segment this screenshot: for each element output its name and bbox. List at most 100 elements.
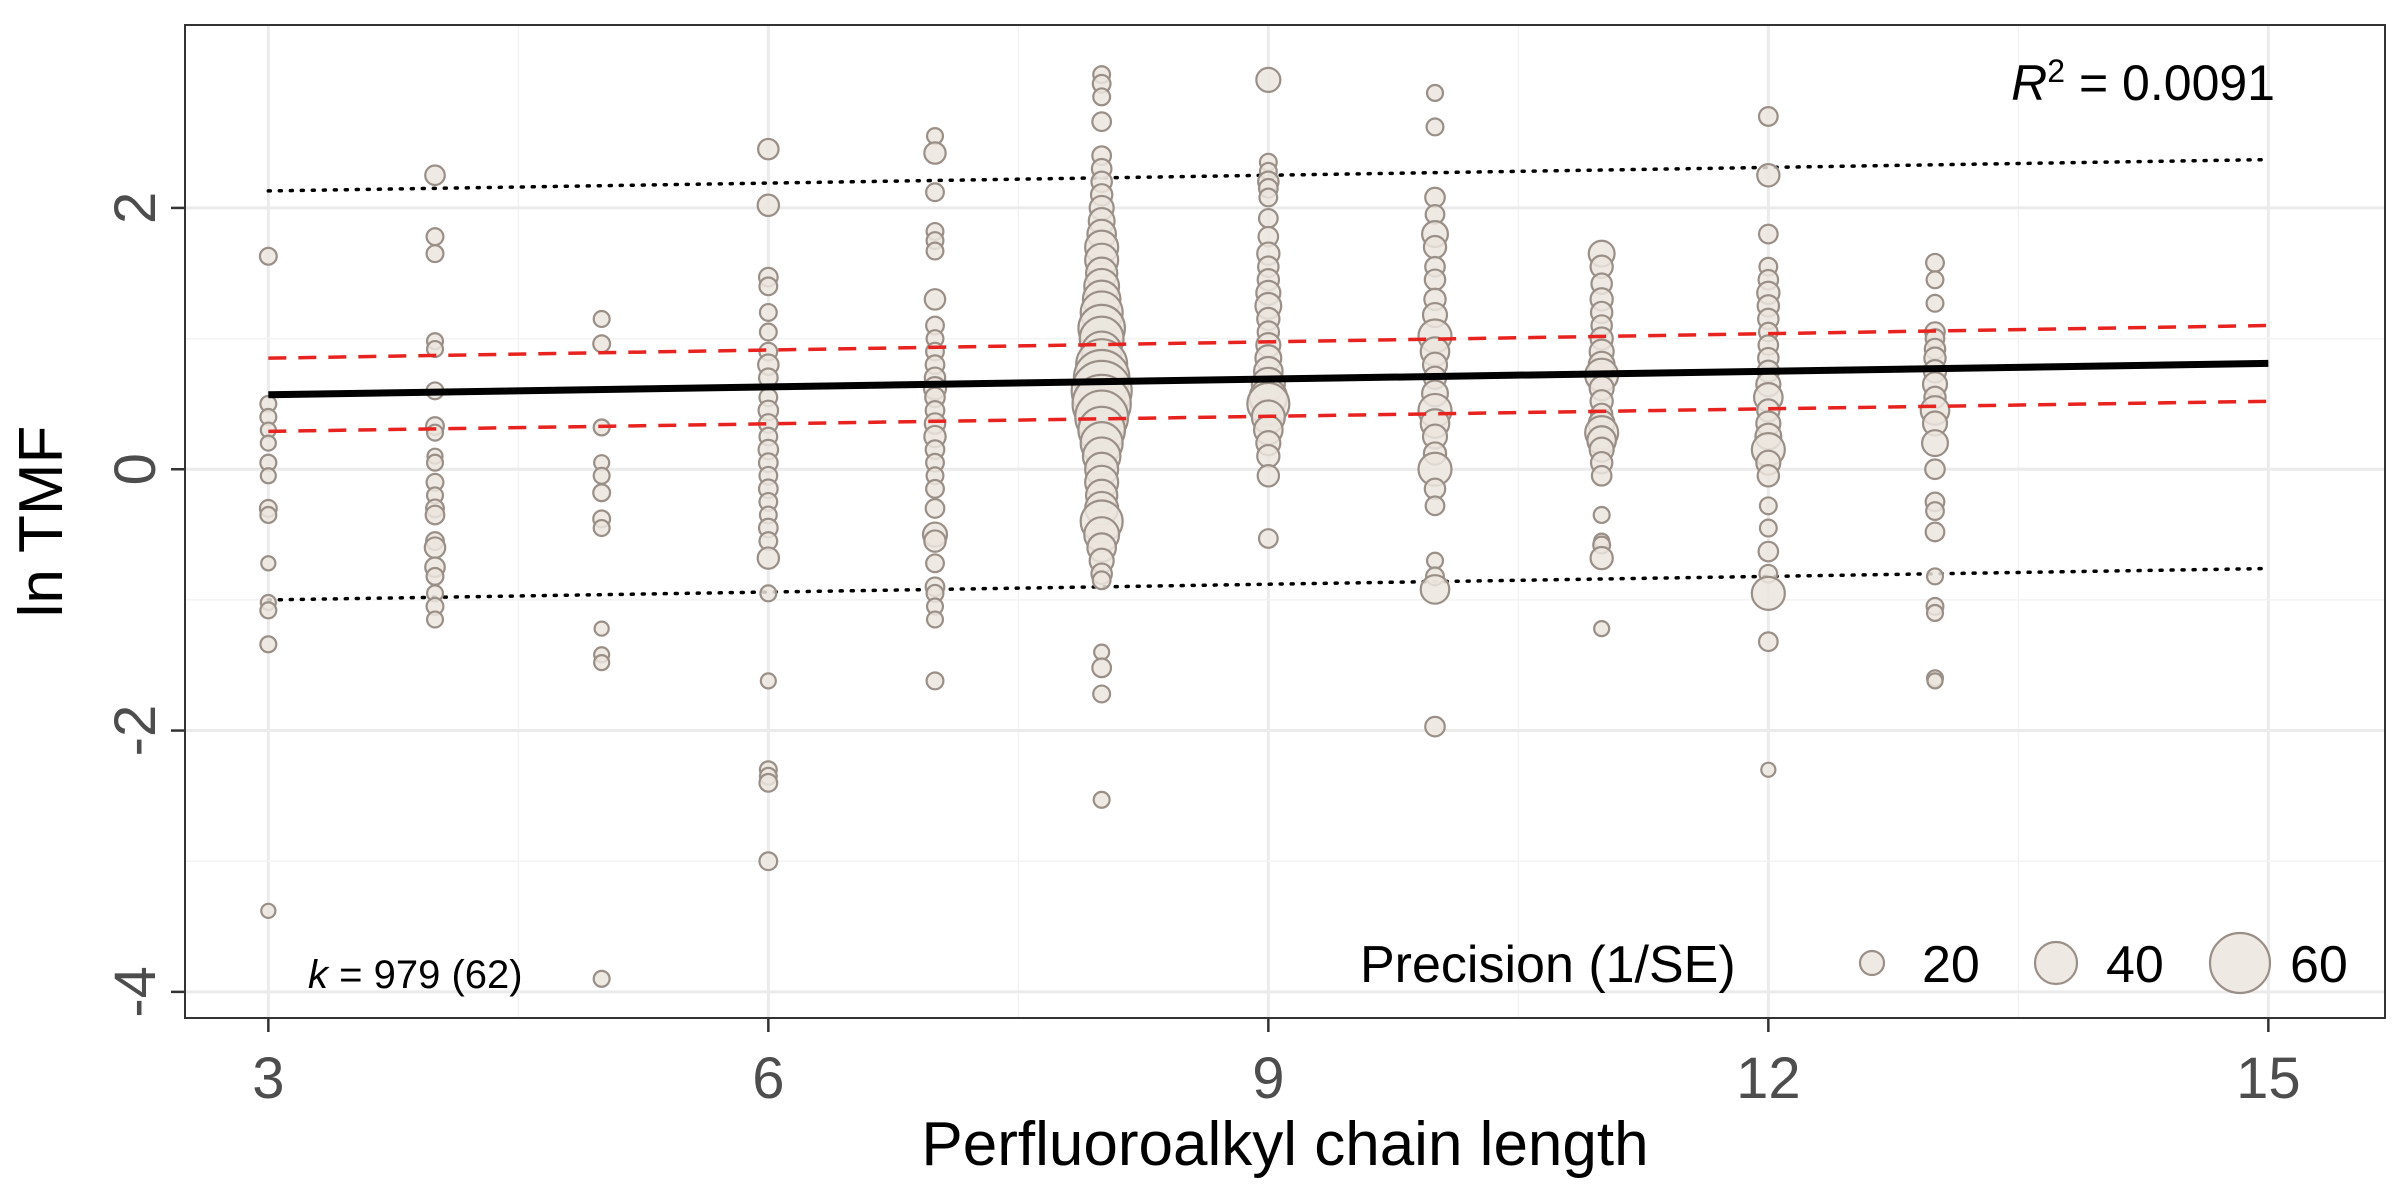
data-point [1256,443,1281,469]
data-point [1925,603,1945,623]
data-point [1425,83,1445,102]
data-point [1419,574,1451,605]
data-point [1093,643,1111,661]
data-point [260,902,277,920]
data-point [1091,657,1113,679]
data-point [592,334,612,354]
data-point [756,546,781,570]
r-squared-annotation: R2 = 0.0091 [2011,53,2275,111]
data-point [925,182,945,203]
data-point [1091,570,1112,591]
y-axis-ticks: -4 -2 0 2 [103,192,185,1018]
data-point [1091,111,1113,133]
x-tick-label: 3 [252,1046,284,1111]
x-axis-ticks: 3 6 9 12 15 [252,1018,2301,1111]
r-squared-symbol: R [2011,55,2047,111]
data-point [1925,567,1945,586]
data-point [424,164,446,187]
data-point [759,584,778,603]
data-point [925,671,945,691]
data-point [1255,66,1282,93]
y-axis-label: ln TMF [7,426,76,618]
data-point [425,610,445,629]
regression-line [268,359,2269,399]
data-point [923,288,947,311]
data-point [258,246,278,266]
x-tick-label: 15 [2236,1046,2301,1111]
legend-size-key [1858,949,1886,977]
legend-size-label: 40 [2106,936,2164,994]
grid [185,25,2385,1018]
data-point [1425,117,1445,137]
data-point [425,453,445,472]
data-point [425,423,445,442]
data-point [758,772,779,793]
data-point [757,137,780,161]
y-tick-label: -4 [103,966,168,1018]
data-point [259,505,278,525]
confidence-interval-lower [268,399,2269,434]
data-point [1092,87,1112,107]
data-point [1925,293,1945,313]
data-point [1756,464,1781,488]
data-point [1425,551,1445,570]
data-point [1756,163,1781,188]
data-point [592,466,611,485]
data-points [258,65,1951,988]
legend: Precision (1/SE) 20 40 60 [1360,931,2348,995]
y-tick-label: -2 [103,705,168,757]
k-symbol: k [308,953,330,997]
data-point [1925,270,1945,290]
data-point [1757,106,1779,127]
data-point [592,309,611,329]
data-point [1926,672,1944,690]
data-point [593,654,611,672]
data-point [425,244,445,264]
data-point [1424,715,1446,738]
data-point [1258,187,1279,208]
data-point [1590,464,1613,487]
legend-size-key [2033,940,2079,986]
data-point [924,498,946,519]
legend-size-key [2208,931,2272,995]
data-point [1925,501,1945,521]
data-point [1592,505,1611,525]
data-point [1924,458,1946,481]
legend-size-label: 20 [1922,936,1980,994]
r-squared-value: = 0.0091 [2065,55,2275,111]
k-value: = 979 (62) [328,953,523,997]
x-tick-label: 12 [1736,1046,1801,1111]
confidence-interval-upper [268,323,2269,360]
data-point [756,193,781,218]
x-tick-label: 6 [752,1046,784,1111]
data-point [593,620,610,637]
data-point [1920,429,1949,458]
data-point [1757,540,1780,563]
data-point [260,555,277,572]
data-point [592,518,611,538]
data-point [592,483,612,503]
data-point [1925,252,1945,273]
k-annotation: k = 979 (62) [308,953,523,997]
data-point [1589,545,1614,571]
data-point [425,566,445,586]
data-point [1758,496,1778,516]
regression-lines [268,323,2269,434]
r-squared-superscript: 2 [2047,53,2065,89]
data-point [925,610,945,629]
data-point [1424,495,1446,517]
data-point [1423,268,1447,292]
data-point [925,553,945,574]
data-point [1757,223,1779,245]
data-point [758,302,778,322]
data-point [259,601,278,620]
data-point [1092,684,1112,704]
data-point [1758,518,1778,538]
data-point [758,276,779,297]
data-point [259,467,277,485]
data-point [1092,790,1111,809]
data-point [758,851,779,872]
data-point [1924,521,1946,543]
data-point [1593,620,1611,638]
data-point [759,672,777,690]
